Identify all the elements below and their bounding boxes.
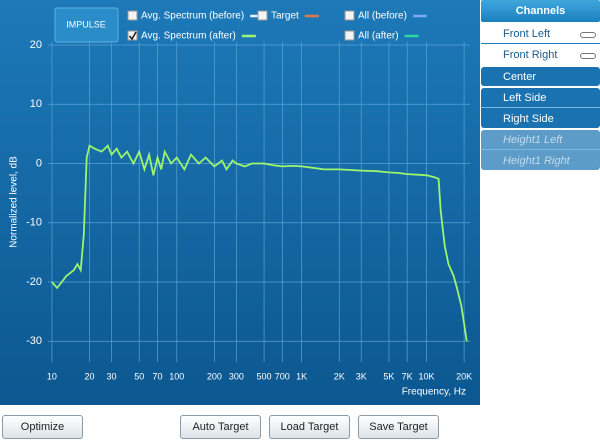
channels-panel: Channels Front Left Front Right Center Left…	[481, 0, 600, 180]
x-tick-label: 200	[207, 371, 222, 381]
panel-bg	[0, 0, 480, 405]
series-line	[51, 144, 468, 342]
channel-item[interactable]: Front Right	[503, 49, 558, 61]
checkbox-label[interactable]: Avg. Spectrum (before)	[141, 11, 244, 22]
y-axis-label: Normalized level, dB	[9, 156, 20, 248]
y-tick-label: -30	[26, 335, 42, 347]
channel-group	[481, 67, 600, 86]
checkbox-label[interactable]: All (before)	[358, 11, 407, 22]
checkbox-label[interactable]: All (after)	[358, 31, 399, 42]
checkbox[interactable]	[344, 10, 355, 21]
x-tick-label: 300	[229, 371, 244, 381]
x-axis-label: Frequency, Hz	[402, 387, 466, 398]
x-tick-label: 500	[257, 371, 272, 381]
x-tick-label: 30	[107, 371, 117, 381]
channel-item[interactable]: Center	[503, 71, 537, 83]
channels-header: Channels	[481, 0, 600, 22]
button[interactable]: Load Target	[269, 415, 350, 439]
y-tick-label: -10	[26, 217, 42, 229]
y-tick-label: 10	[30, 98, 42, 110]
checkmark	[128, 31, 137, 41]
button[interactable]: Auto Target	[180, 415, 261, 439]
channel-item[interactable]: Front Left	[481, 24, 600, 44]
x-tick-label: 700	[275, 371, 290, 381]
checkbox[interactable]	[127, 10, 138, 21]
channel-item: Height1 Right	[503, 155, 570, 167]
channel-item: Height1 Left	[481, 130, 600, 150]
channel-item[interactable]: Right Side	[503, 113, 554, 125]
impulse-label[interactable]: IMPULSE	[66, 19, 106, 29]
button[interactable]: Optimize	[2, 415, 83, 439]
checkbox-label[interactable]: Target	[271, 11, 299, 22]
channel-group	[481, 130, 600, 170]
x-tick-label: 10K	[419, 371, 435, 381]
x-tick-label: 7K	[402, 371, 413, 381]
x-tick-label: 20	[85, 371, 95, 381]
link-icon	[580, 32, 596, 38]
x-tick-label: 50	[134, 371, 144, 381]
channel-group	[481, 88, 600, 128]
checkbox[interactable]	[127, 30, 138, 41]
button[interactable]: Save Target	[358, 415, 439, 439]
x-tick-label: 3K	[356, 371, 367, 381]
y-tick-label: 20	[30, 39, 42, 51]
y-tick-label: 0	[36, 157, 42, 169]
x-tick-label: 1K	[296, 371, 307, 381]
x-tick-label: 100	[169, 371, 184, 381]
chart-panel: IMPULSE Normalized level, dB Frequency, …	[0, 0, 480, 405]
x-tick-label: 10	[47, 371, 57, 381]
x-tick-label: 2K	[334, 371, 345, 381]
checkbox-label[interactable]: Avg. Spectrum (after)	[141, 31, 236, 42]
checkbox[interactable]	[257, 10, 268, 21]
checkbox[interactable]	[344, 30, 355, 41]
y-tick-label: -20	[26, 276, 42, 288]
x-tick-label: 5K	[383, 371, 394, 381]
link-icon	[580, 53, 596, 59]
x-tick-label: 20K	[456, 371, 472, 381]
channel-item[interactable]: Left Side	[481, 88, 600, 108]
impulse-button[interactable]	[54, 7, 119, 43]
x-tick-label: 70	[152, 371, 162, 381]
